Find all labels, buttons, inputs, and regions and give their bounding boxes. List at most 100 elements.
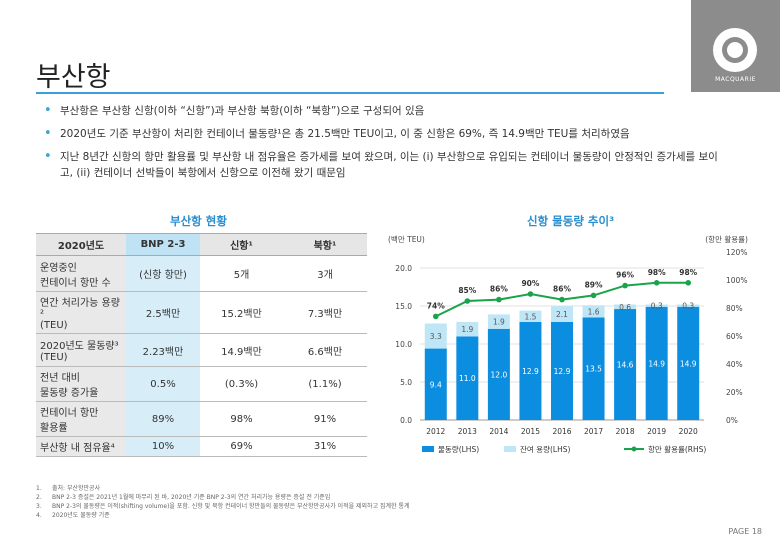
page-title: 부산항	[36, 62, 111, 93]
utilisation-data-label: 86%	[553, 285, 571, 294]
remaining-data-label: 1.6	[588, 307, 600, 316]
busan-port-status-table: 2020년도 BNP 2-3 신항¹ 북항¹ 운영중인 컨테이너 항만 수 (신항…	[36, 233, 367, 457]
left-tick-label: 15.0	[395, 302, 412, 311]
legend-marker-utilisation	[631, 446, 637, 452]
macquarie-logo: MACQUARIE	[691, 0, 780, 92]
remaining-data-label: 1.9	[493, 318, 505, 327]
left-tick-label: 10.0	[395, 340, 412, 349]
utilisation-data-label: 86%	[490, 285, 508, 294]
footnote: 4. 2020년도 물동량 기준	[36, 512, 110, 519]
table-row: 컨테이너 항만 활용률 89% 98% 91%	[36, 401, 367, 437]
right-tick-label: 0%	[726, 416, 738, 425]
table-cell: (1.1%)	[283, 366, 367, 402]
right-tick-label: 100%	[726, 276, 747, 285]
table-cell: 98%	[200, 401, 283, 437]
utilisation-data-label: 74%	[427, 301, 445, 310]
table-row: 전년 대비 물동량 증가율 0.5% (0.3%) (1.1%)	[36, 366, 367, 402]
volume-data-label: 14.9	[648, 359, 665, 368]
table-cell: 69%	[200, 436, 283, 457]
x-tick-label: 2013	[458, 427, 477, 436]
table-row-header: 2020년도 물동량³ (TEU)	[36, 333, 126, 367]
chart-section-title: 신항 물동량 추이³	[527, 214, 615, 228]
remaining-capacity-bar	[645, 304, 668, 307]
volume-bar	[519, 321, 542, 420]
volume-data-label: 14.6	[617, 361, 634, 370]
bullet-list: 부산항은 부산항 신항(이하 “신항”)과 부산항 북항(이하 “북항”)으로 …	[44, 103, 724, 188]
volume-data-label: 12.9	[522, 367, 539, 376]
utilisation-point	[559, 296, 565, 303]
table-cell: 15.2백만	[200, 291, 283, 334]
table-cell: 89%	[126, 401, 200, 437]
remaining-data-label: 0.3	[682, 302, 694, 311]
right-tick-label: 20%	[726, 388, 743, 397]
remaining-data-label: 0.3	[651, 302, 663, 311]
remaining-capacity-bar	[582, 305, 605, 318]
utilisation-point	[527, 291, 534, 297]
remaining-capacity-bar	[487, 314, 510, 329]
utilisation-point	[464, 298, 471, 304]
bullet-item: 지난 8년간 신항의 항만 활용률 및 부산항 내 점유율은 증가세를 보여 왔…	[44, 149, 724, 181]
table-cell: (0.3%)	[200, 366, 283, 402]
volume-bar	[614, 309, 637, 420]
volume-data-label: 12.0	[491, 370, 508, 379]
table-cell: 6.6백만	[283, 333, 367, 367]
utilisation-point	[685, 280, 692, 286]
left-tick-label: 0.0	[400, 416, 412, 425]
footnote: 3. BNP 2-3의 물동량은 이적(shifting volume)을 포함.…	[36, 503, 410, 510]
utilisation-point	[432, 313, 439, 320]
remaining-data-label: 1.5	[524, 312, 536, 321]
x-tick-label: 2019	[647, 427, 666, 436]
utilisation-data-label: 98%	[648, 268, 666, 277]
x-tick-label: 2016	[552, 427, 571, 436]
legend-label-remaining: 잔여 용량(LHS)	[520, 444, 570, 454]
x-tick-label: 2020	[679, 427, 698, 436]
legend-label-volume: 물동량(LHS)	[438, 445, 479, 454]
table-cell: 5개	[200, 255, 283, 292]
left-tick-label: 5.0	[400, 378, 412, 387]
logo-icon	[713, 28, 757, 72]
left-axis-label: (백만 TEU)	[388, 234, 425, 244]
table-cell: (신항 항만)	[126, 255, 200, 292]
table-row: 부산항 내 점유율⁴ 10% 69% 31%	[36, 436, 367, 457]
x-tick-label: 2015	[521, 427, 540, 436]
title-divider	[36, 92, 664, 94]
volume-bar	[677, 306, 700, 420]
remaining-capacity-bar	[519, 310, 542, 322]
table-row-header: 운영중인 컨테이너 항만 수	[36, 255, 126, 292]
bullet-item: 2020년도 기준 부산항이 처리한 컨테이너 물동량¹은 총 21.5백만 T…	[44, 126, 724, 142]
table-cell: 14.9백만	[200, 333, 283, 367]
x-tick-label: 2012	[426, 427, 445, 436]
table-cell: 31%	[283, 436, 367, 457]
x-tick-label: 2014	[489, 427, 508, 436]
header-bnp: BNP 2-3	[126, 233, 200, 256]
volume-data-label: 13.5	[585, 365, 602, 374]
remaining-data-label: 2.1	[556, 310, 568, 319]
volume-data-label: 9.4	[430, 380, 442, 389]
left-tick-label: 20.0	[395, 264, 412, 273]
right-tick-label: 120%	[726, 248, 747, 257]
utilisation-data-label: 90%	[521, 279, 539, 288]
volume-bar	[582, 317, 605, 420]
footnotes: 1. 출처: 부산항만공사 2. BNP 2-3 증설은 2021년 1월에 마무리…	[36, 484, 410, 520]
header-new-port: 신항¹	[200, 233, 283, 256]
logo-text: MACQUARIE	[715, 76, 756, 83]
table-row: 2020년도 물동량³ (TEU) 2.23백만 14.9백만 6.6백만	[36, 333, 367, 367]
legend-label-utilisation: 항만 활용률(RHS)	[648, 444, 706, 454]
table-cell: 0.5%	[126, 366, 200, 402]
volume-bar	[487, 328, 510, 420]
table-row-header: 연간 처리가능 용량² (TEU)	[36, 291, 126, 334]
table-row: 연간 처리가능 용량² (TEU) 2.5백만 15.2백만 7.3백만	[36, 291, 367, 334]
new-port-volume-chart: 0.0 5.0 10.0 15.0 20.0 0% 20% 40% 60% 80% 100% 120%…	[388, 234, 748, 454]
bullet-item: 부산항은 부산항 신항(이하 “신항”)과 부산항 북항(이하 “북항”)으로 …	[44, 103, 724, 119]
right-axis-label: (항만 활용률)	[705, 234, 748, 244]
table-cell: 3개	[283, 255, 367, 292]
remaining-data-label: 3.3	[430, 332, 442, 341]
table-row-header: 전년 대비 물동량 증가율	[36, 366, 126, 402]
utilisation-data-label: 98%	[679, 268, 697, 277]
remaining-data-label: 1.9	[461, 325, 473, 334]
volume-data-label: 14.9	[680, 359, 697, 368]
table-row-header: 부산항 내 점유율⁴	[36, 436, 126, 457]
x-tick-label: 2017	[584, 427, 603, 436]
utilisation-data-label: 89%	[585, 280, 603, 289]
x-tick-label: 2018	[616, 427, 635, 436]
